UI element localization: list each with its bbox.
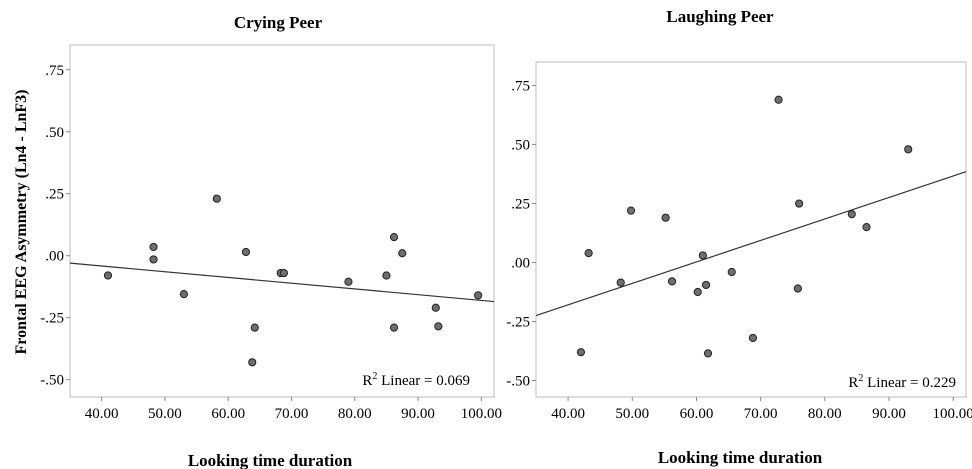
regression-line (535, 171, 967, 317)
y-tick-label: .75 (45, 63, 64, 79)
x-tick-label: 90.00 (401, 406, 435, 422)
data-point (626, 206, 636, 215)
panel-laughing-peer: Laughing Peer 40.00 50.00 60.00 70.00 80.00 9… (506, 7, 972, 467)
data-point (703, 349, 713, 358)
x-tick-label: 60.00 (680, 406, 714, 422)
x-tick-label: 70.00 (275, 406, 309, 422)
y-tick-label: -.25 (506, 315, 530, 331)
r2-superscript: 2 (372, 371, 377, 382)
x-tick-label: 40.00 (85, 406, 119, 422)
x-tick-label: 50.00 (148, 406, 182, 422)
data-point (241, 247, 251, 257)
y-axis-label: Frontal EEG Asymmetry (Ln4 - LnF3) (13, 89, 30, 354)
x-tick-label: 90.00 (872, 406, 906, 422)
data-point (862, 223, 871, 232)
data-point (149, 255, 158, 264)
data-point (576, 348, 586, 357)
y-tick-label: .75 (511, 79, 530, 95)
y-tick-label: .50 (45, 125, 64, 141)
x-tick-label: 100.00 (461, 406, 502, 422)
data-point (103, 271, 113, 280)
data-point (693, 287, 702, 297)
data-point (748, 333, 758, 343)
plot-marks: 40.00 50.00 60.00 70.00 80.00 90.00 100.00 .75.… (40, 63, 502, 422)
y-tick-label: .25 (45, 187, 64, 203)
x-tick-label: 40.00 (551, 406, 585, 422)
y-tick-label: .00 (511, 256, 530, 272)
r2-annotation: R2 Linear = 0.229 (848, 373, 956, 391)
r2-annotation: R2 Linear = 0.069 (362, 371, 470, 389)
data-point (698, 251, 707, 260)
r2-superscript: 2 (858, 373, 863, 384)
data-point (279, 268, 288, 278)
data-point (389, 233, 399, 242)
regression-line (69, 262, 495, 303)
r2-value: Linear = 0.229 (863, 375, 956, 391)
data-point (389, 323, 399, 332)
y-tick-label: .25 (511, 197, 530, 213)
y-tick-label: -.50 (40, 373, 64, 389)
panel-crying-peer: Crying Peer 40.00 50.00 60.00 70.00 80.00 90.… (13, 13, 502, 469)
x-tick-label: 70.00 (744, 406, 778, 422)
data-point (382, 271, 391, 280)
x-tick-label: 60.00 (211, 406, 245, 422)
data-point (795, 199, 804, 208)
data-point (398, 249, 407, 258)
x-tick-label: 50.00 (615, 406, 649, 422)
data-point (793, 284, 802, 293)
chart-title: Crying Peer (234, 13, 323, 32)
r2-value: Linear = 0.069 (377, 373, 470, 389)
y-tick-label: -.25 (40, 311, 64, 327)
r2-base: R (362, 373, 372, 389)
data-point (774, 95, 783, 104)
data-point (701, 280, 711, 290)
data-point (616, 278, 625, 287)
data-point (149, 242, 158, 252)
plot-area (535, 61, 967, 398)
data-point (434, 322, 443, 331)
data-point (474, 291, 483, 300)
data-point (847, 210, 856, 219)
data-point (667, 277, 677, 286)
plot-marks: 40.00 50.00 60.00 70.00 80.00 90.00 100.00 .75.… (506, 79, 972, 422)
data-point (179, 290, 189, 299)
x-axis-label: Looking time duration (658, 448, 823, 467)
data-point (727, 267, 736, 277)
data-point (344, 277, 353, 286)
x-tick-label: 80.00 (338, 406, 372, 422)
data-point (661, 213, 670, 222)
data-point (212, 194, 221, 203)
data-point (431, 303, 440, 312)
data-point (250, 323, 259, 332)
data-point (248, 358, 257, 367)
y-tick-label: .00 (45, 249, 64, 265)
data-point (584, 248, 593, 258)
x-tick-label: 100.00 (933, 406, 972, 422)
r2-base: R (848, 375, 858, 391)
y-tick-label: -.50 (506, 373, 530, 389)
chart-title: Laughing Peer (666, 7, 774, 26)
y-tick-label: .50 (511, 138, 530, 154)
plot-area (69, 44, 495, 398)
x-tick-label: 80.00 (808, 406, 842, 422)
data-point (904, 145, 913, 154)
x-axis-label: Looking time duration (188, 451, 353, 469)
